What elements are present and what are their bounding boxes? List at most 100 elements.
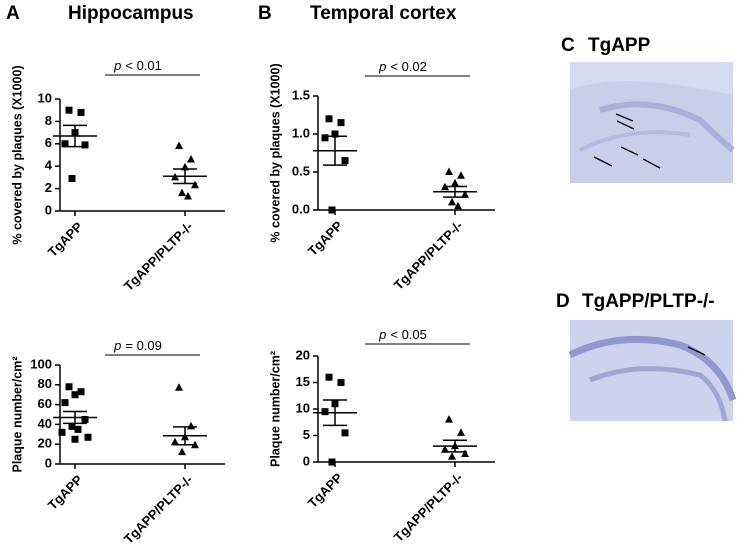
data-point [77,388,85,396]
data-point [328,206,336,214]
panel-letter: A [6,3,20,24]
data-point [68,175,76,183]
data-point [325,373,333,381]
data-point [321,408,329,416]
error-bar [443,185,467,198]
error-bar [323,399,347,427]
error-bar [63,124,87,148]
y-tick-label: 0 [45,202,52,217]
y-tick-label: 0.0 [292,201,310,216]
p-text: = 0.09 [125,338,162,353]
y-tick-label: 8 [45,113,52,128]
p-value: p < 0.01 [113,58,162,73]
data-point [81,141,89,149]
data-point [337,379,345,386]
y-tick-label: 2 [45,180,52,195]
data-point [178,188,186,197]
p-symbol: p [113,338,121,353]
y-tick-label: 80 [38,376,52,391]
panel-title: Temporal cortex [310,3,457,24]
data-point [457,428,465,436]
data-point [337,119,345,127]
data-point [448,452,456,460]
error-bar [443,439,467,453]
data-point [178,447,186,456]
p-text: < 0.01 [125,58,162,73]
micrograph [568,320,737,422]
data-point [81,415,89,423]
p-value: p < 0.02 [378,59,427,74]
data-point [74,425,82,433]
p-symbol: p [378,327,386,342]
data-point [448,197,456,206]
y-tick-label: 0 [303,453,310,468]
data-point [65,106,73,114]
data-point [457,171,465,179]
p-symbol: p [378,59,386,74]
panel-letter: C [561,35,575,56]
y-tick-label: 5 [303,427,310,442]
data-point [461,190,469,198]
data-point [191,180,199,189]
y-tick-label: 100 [30,356,52,371]
data-point [187,154,195,163]
data-point [445,167,453,175]
error-bar [173,426,197,446]
p-text: < 0.05 [390,327,427,342]
p-symbol: p [113,58,121,73]
y-tick-label: 4 [45,158,53,173]
y-tick-label: 0 [45,455,52,470]
data-point [321,134,329,142]
data-point [461,449,469,458]
y-tick-label: 20 [296,347,310,362]
data-point [61,140,69,148]
y-axis-label: Plaque number/cm² [10,357,24,473]
panel-letter: B [258,3,272,24]
p-value: p < 0.05 [378,327,427,342]
data-point [328,458,336,466]
data-point [331,130,339,138]
y-tick-label: 1.5 [292,87,310,102]
y-tick-label: 6 [45,135,52,150]
data-point [175,383,183,391]
data-point [341,429,349,437]
y-tick-label: 60 [38,396,52,411]
y-axis-label: % covered by plaques (X1000) [268,63,282,242]
data-point [84,433,92,441]
p-value: p = 0.09 [113,338,162,353]
y-tick-label: 10 [296,400,310,415]
panel-title: Hippocampus [68,3,194,24]
y-axis-label: Plaque number/cm² [268,351,282,467]
p-text: < 0.02 [390,59,427,74]
data-point [68,422,76,430]
data-point [71,435,79,443]
panel-title: TgAPP [588,35,651,56]
y-tick-label: 0.5 [292,163,310,178]
y-axis-label: % covered by plaques (X1000) [10,65,24,244]
data-point [71,391,79,399]
data-point [65,383,73,391]
data-point [325,115,333,123]
data-point [175,141,183,150]
data-point [77,108,85,116]
data-point [61,399,69,407]
panel-title: TgAPP/PLTP-/- [582,291,715,312]
data-point [445,415,453,423]
y-tick-label: 10 [38,90,52,105]
y-tick-label: 20 [38,436,52,451]
data-point [441,445,449,453]
micrograph [570,62,735,183]
error-bar [173,168,197,185]
error-bar [323,135,347,166]
y-tick-label: 15 [296,374,310,389]
data-point [341,157,349,165]
panel-letter: D [556,291,570,312]
error-bar [63,410,87,425]
y-tick-label: 40 [38,416,52,431]
data-point [171,437,179,446]
y-tick-label: 1.0 [292,125,310,140]
data-point [451,178,459,187]
data-point [58,428,66,436]
data-point [454,201,462,210]
